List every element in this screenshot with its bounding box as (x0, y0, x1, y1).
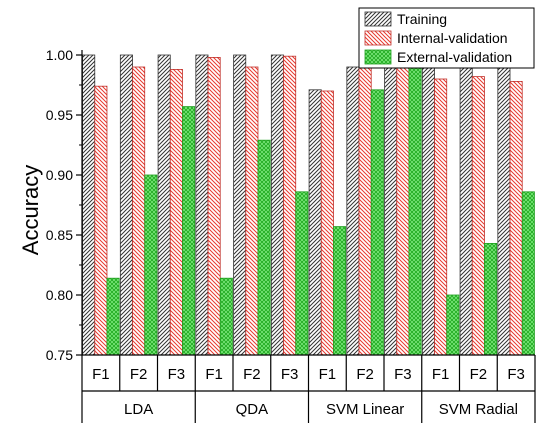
bar-internal-validation (94, 85, 108, 356)
bar-external-validation (408, 54, 422, 356)
category-label: F2 (470, 366, 488, 383)
bar-internal-validation (245, 66, 259, 356)
y-tick-label: 0.90 (46, 167, 73, 183)
bars-layer (82, 54, 535, 356)
y-axis: 0.75 0.80 0.85 0.90 0.95 1.00 (46, 47, 83, 363)
bar-internal-validation (471, 76, 485, 356)
bar-training (497, 66, 511, 356)
legend-label: Internal-validation (397, 30, 508, 46)
bar-internal-validation (509, 81, 523, 356)
legend-label: External-validation (397, 49, 512, 65)
bar-internal-validation (434, 78, 448, 356)
bar-external-validation (370, 89, 384, 356)
bar-external-validation (257, 139, 271, 356)
bar-training (233, 54, 247, 356)
bar-training (270, 54, 284, 356)
bar-training (308, 89, 322, 356)
bar-internal-validation (396, 66, 410, 356)
y-tick-label: 0.75 (46, 347, 73, 363)
bar-training (82, 54, 96, 356)
bar-training (195, 54, 209, 356)
category-label: F3 (507, 366, 525, 383)
bar-training (157, 54, 171, 356)
category-label: F3 (281, 366, 299, 383)
bar-internal-validation (207, 57, 221, 356)
group-label: QDA (236, 401, 269, 418)
group-label: LDA (124, 401, 153, 418)
bar-external-validation (446, 294, 460, 356)
category-label: F2 (243, 366, 261, 383)
group-label: SVM Linear (326, 401, 404, 418)
category-label: F1 (432, 366, 450, 383)
bar-external-validation (144, 174, 158, 356)
bar-external-validation (106, 277, 120, 356)
y-tick-label: 1.00 (46, 47, 73, 63)
category-label: F3 (394, 366, 412, 383)
legend-label: Training (397, 11, 447, 27)
bar-internal-validation (169, 69, 183, 356)
bar-external-validation (521, 191, 535, 356)
bar-external-validation (219, 277, 233, 356)
bar-internal-validation (320, 90, 334, 356)
bar-training (346, 66, 360, 356)
bar-external-validation (484, 242, 498, 356)
bar-training (459, 54, 473, 356)
bar-training (384, 66, 398, 356)
category-label: F2 (356, 366, 374, 383)
category-label: F1 (319, 366, 337, 383)
y-tick-label: 0.95 (46, 107, 73, 123)
legend-swatch-training (364, 11, 392, 27)
bar-training (119, 54, 133, 356)
group-label: SVM Radial (439, 401, 518, 418)
bar-external-validation (333, 226, 347, 356)
bar-internal-validation (283, 55, 297, 356)
y-tick-label: 0.80 (46, 287, 73, 303)
y-tick-label: 0.85 (46, 227, 73, 243)
bar-training (421, 54, 435, 356)
legend-swatch-external-validation (364, 49, 392, 65)
category-label: F1 (92, 366, 110, 383)
bar-external-validation (182, 106, 196, 356)
bar-external-validation (295, 191, 309, 356)
legend-swatch-internal-validation (364, 30, 392, 46)
bar-internal-validation (358, 66, 372, 356)
category-label: F1 (205, 366, 223, 383)
y-axis-title: Accuracy (18, 165, 43, 255)
legend: Training Internal-validation External-vali… (358, 7, 535, 69)
x-axis: F1 F2 F3 F1 F2 F3 F1 F2 F3 F1 F2 F3 LDA QDA SVM Linear… (81, 354, 536, 423)
bar-internal-validation (132, 66, 146, 356)
category-label: F3 (168, 366, 186, 383)
category-label: F2 (130, 366, 148, 383)
